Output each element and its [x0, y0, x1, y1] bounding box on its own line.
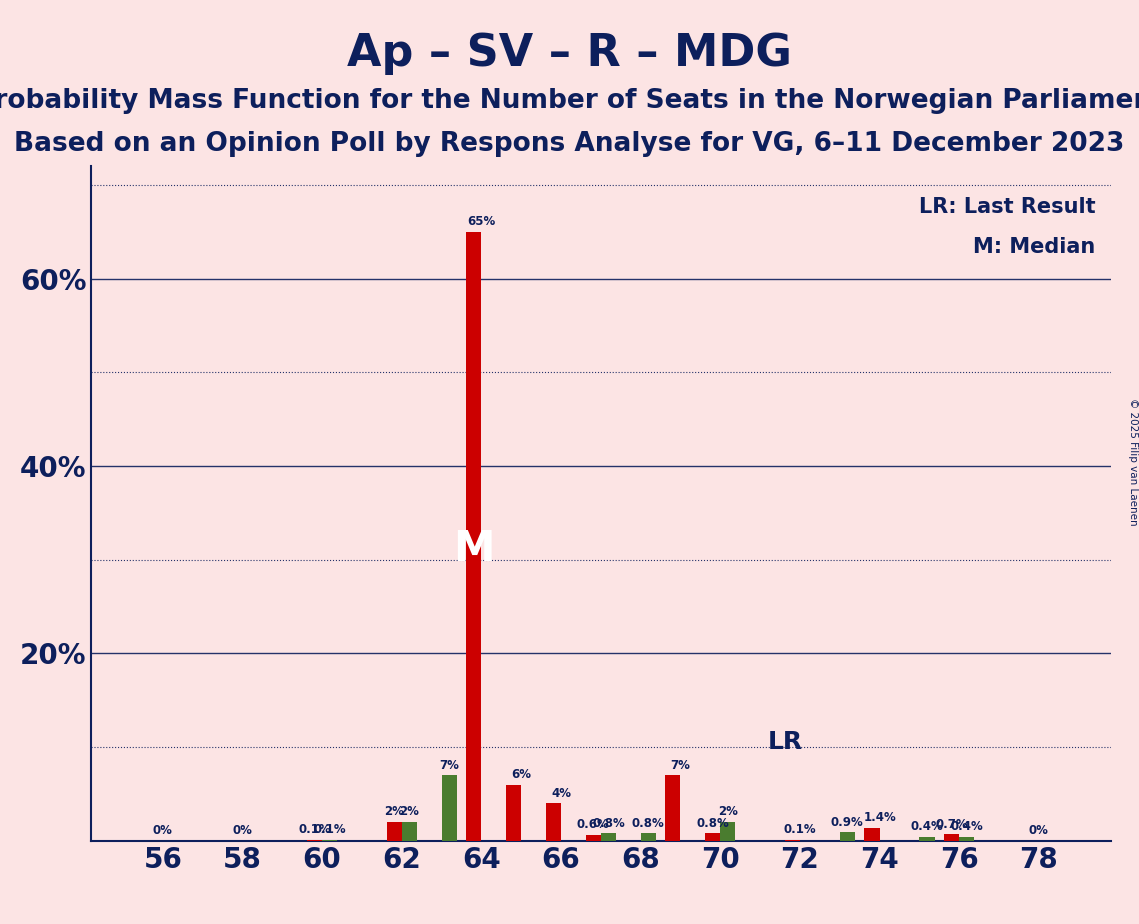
Text: 0%: 0% — [232, 824, 253, 837]
Bar — [506, 784, 522, 841]
Text: 0.1%: 0.1% — [298, 823, 330, 836]
Bar — [466, 232, 482, 841]
Text: © 2025 Filip van Laenen: © 2025 Filip van Laenen — [1129, 398, 1138, 526]
Text: 2%: 2% — [384, 806, 404, 819]
Text: 7%: 7% — [440, 759, 459, 772]
Text: 2%: 2% — [400, 806, 419, 819]
Bar — [306, 840, 322, 841]
Text: 2%: 2% — [718, 806, 738, 819]
Bar — [640, 833, 656, 841]
Text: 0.4%: 0.4% — [950, 821, 983, 833]
Text: Ap – SV – R – MDG: Ap – SV – R – MDG — [347, 32, 792, 76]
Text: Based on an Opinion Poll by Respons Analyse for VG, 6–11 December 2023: Based on an Opinion Poll by Respons Anal… — [15, 131, 1124, 157]
Text: 4%: 4% — [551, 786, 571, 799]
Bar — [665, 775, 680, 841]
Bar — [322, 840, 337, 841]
Text: 0%: 0% — [153, 824, 173, 837]
Text: 0.1%: 0.1% — [784, 823, 817, 836]
Bar — [705, 833, 720, 841]
Bar — [546, 803, 562, 841]
Bar — [402, 822, 417, 841]
Bar — [386, 822, 402, 841]
Text: 0.8%: 0.8% — [632, 817, 664, 830]
Bar — [785, 840, 800, 841]
Text: 0.7%: 0.7% — [935, 818, 968, 831]
Text: M: Median: M: Median — [973, 237, 1096, 257]
Text: 0.4%: 0.4% — [910, 821, 943, 833]
Text: 0.8%: 0.8% — [592, 817, 625, 830]
Text: 0.1%: 0.1% — [313, 823, 346, 836]
Bar — [585, 835, 601, 841]
Text: 1.4%: 1.4% — [863, 811, 896, 824]
Text: 7%: 7% — [671, 759, 690, 772]
Bar — [839, 833, 855, 841]
Text: 0%: 0% — [1029, 824, 1049, 837]
Bar — [865, 828, 879, 841]
Text: LR: LR — [768, 731, 803, 755]
Bar — [959, 837, 974, 841]
Text: 0.6%: 0.6% — [576, 819, 609, 832]
Text: 6%: 6% — [511, 768, 531, 781]
Bar — [944, 834, 959, 841]
Bar — [442, 775, 457, 841]
Text: Probability Mass Function for the Number of Seats in the Norwegian Parliament: Probability Mass Function for the Number… — [0, 88, 1139, 114]
Bar — [720, 822, 736, 841]
Bar — [601, 833, 616, 841]
Text: LR: Last Result: LR: Last Result — [919, 197, 1096, 216]
Text: 65%: 65% — [467, 215, 495, 228]
Text: 0.9%: 0.9% — [831, 816, 863, 829]
Text: 0.8%: 0.8% — [696, 817, 729, 830]
Bar — [919, 837, 934, 841]
Text: M: M — [453, 528, 494, 569]
